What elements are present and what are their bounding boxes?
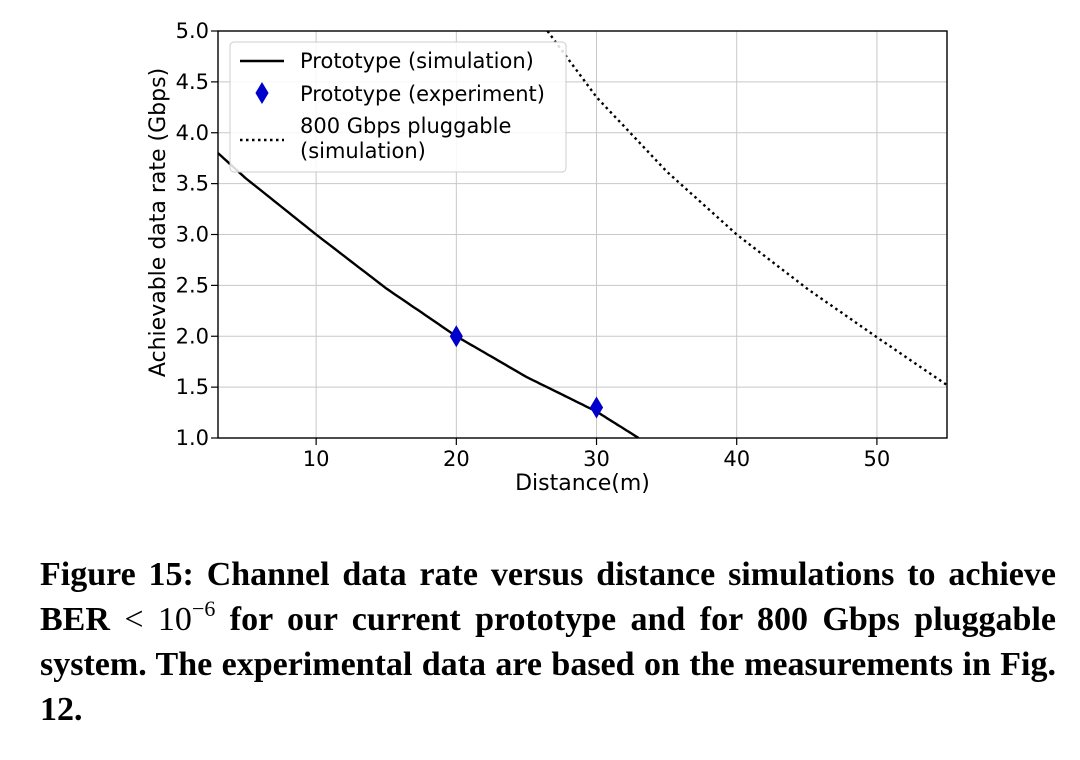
experiment-point xyxy=(449,325,463,348)
y-tick-label: 1.5 xyxy=(176,375,209,399)
y-tick-label: 4.5 xyxy=(176,70,209,94)
experiment-point xyxy=(589,396,604,419)
legend-box xyxy=(229,41,567,173)
x-tick-label: 20 xyxy=(443,447,470,471)
caption-math-lt: < xyxy=(124,601,144,638)
y-tick-label: 2.0 xyxy=(176,324,209,348)
y-tick-label: 3.0 xyxy=(176,223,209,247)
caption-math-exponent: −6 xyxy=(191,596,216,621)
x-tick-label: 40 xyxy=(723,447,750,471)
caption-math-base: 10 xyxy=(143,601,192,638)
chart: 10 20 30 40 50 1.0 1.5 2.0 2.5 3.0 3.5 4.0 4.5 5.0 Di… xyxy=(146,19,948,496)
x-tick-label: 50 xyxy=(864,447,891,471)
prototype-simulation-line xyxy=(218,152,640,438)
pluggable-simulation-line xyxy=(546,31,947,387)
y-tick-label: 5.0 xyxy=(176,19,209,43)
y-tick-label: 4.0 xyxy=(176,121,209,145)
legend-label: Prototype (simulation) xyxy=(300,49,534,73)
tick-labels: 10 20 30 40 50 1.0 1.5 2.0 2.5 3.0 3.5 4.0 4.5 5.0 xyxy=(176,19,891,471)
x-axis-label: Distance(m) xyxy=(515,471,650,496)
y-axis-label: Achievable data rate (Gbps) xyxy=(146,68,171,377)
y-tick-label: 3.5 xyxy=(176,172,209,196)
legend: Prototype (simulation) Prototype (experim… xyxy=(229,41,567,173)
legend-label: (simulation) xyxy=(300,139,426,163)
legend-label: 800 Gbps pluggable xyxy=(300,114,511,138)
series-layer xyxy=(218,31,947,438)
legend-label: Prototype (experiment) xyxy=(300,82,545,106)
x-tick-label: 30 xyxy=(583,447,610,471)
figure-caption: Figure 15: Channel data rate versus dist… xyxy=(40,552,1056,732)
x-tick-label: 10 xyxy=(303,447,330,471)
legend-swatch-diamond xyxy=(255,82,269,104)
caption-text-2: for our current prototype and for 800 Gb… xyxy=(40,601,1056,728)
y-tick-label: 1.0 xyxy=(176,426,209,450)
caption-text-1: Figure 15: Channel data rate versus dist… xyxy=(40,556,1056,638)
y-tick-label: 2.5 xyxy=(176,273,209,297)
